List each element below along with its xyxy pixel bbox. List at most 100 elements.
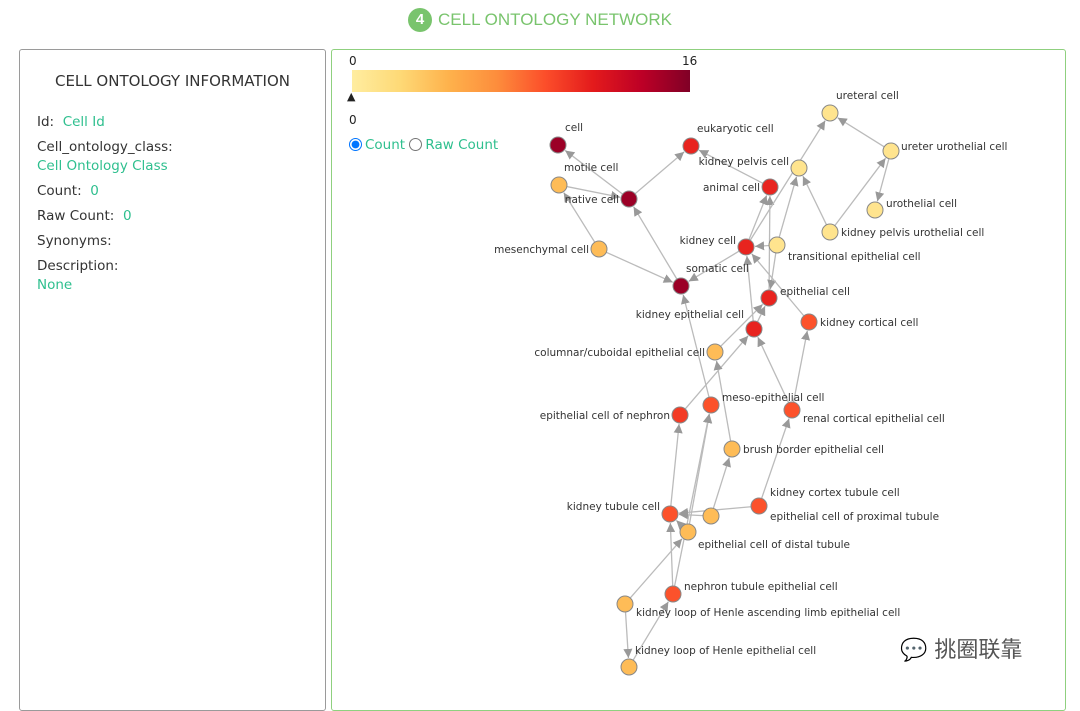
node-label: epithelial cell bbox=[780, 286, 850, 298]
description-label: Description: bbox=[37, 258, 119, 274]
network-edge bbox=[684, 335, 749, 410]
network-node[interactable] bbox=[620, 658, 638, 676]
count-label: Count: bbox=[37, 183, 82, 199]
node-label: kidney pelvis cell bbox=[699, 156, 789, 168]
radio-count-label: Count bbox=[365, 137, 406, 153]
network-node[interactable] bbox=[550, 176, 568, 194]
network-node[interactable] bbox=[620, 190, 638, 208]
network-edge bbox=[670, 423, 683, 507]
network-node[interactable] bbox=[800, 313, 818, 331]
network-edge bbox=[633, 206, 678, 280]
network-edge bbox=[712, 457, 731, 509]
node-label: ureteral cell bbox=[836, 90, 899, 102]
node-label: transitional epithelial cell bbox=[788, 251, 921, 263]
colorbar-max: 16 bbox=[682, 54, 698, 68]
wechat-icon: 💬 bbox=[900, 638, 928, 663]
network-node[interactable] bbox=[790, 159, 808, 177]
colorbar-marker-icon[interactable]: ▲ bbox=[347, 90, 356, 103]
radio-raw-count-label: Raw Count bbox=[425, 137, 499, 153]
info-title: CELL ONTOLOGY INFORMATION bbox=[54, 72, 291, 90]
node-label: epithelial cell of nephron bbox=[540, 410, 670, 422]
network-node[interactable] bbox=[761, 178, 779, 196]
network-edge bbox=[566, 185, 621, 200]
network-edge bbox=[634, 151, 685, 195]
network-edge bbox=[675, 519, 687, 531]
network-node[interactable] bbox=[750, 497, 768, 515]
network-node[interactable] bbox=[821, 104, 839, 122]
node-label: columnar/cuboidal epithelial cell bbox=[534, 347, 705, 359]
node-label: motile cell bbox=[564, 162, 618, 174]
network-node[interactable] bbox=[783, 401, 801, 419]
radio-count-input[interactable] bbox=[349, 138, 362, 151]
node-label: ureter urothelial cell bbox=[901, 141, 1007, 153]
network-node[interactable] bbox=[616, 595, 634, 613]
network-edge bbox=[629, 538, 683, 599]
network-edge bbox=[563, 192, 596, 243]
node-label: kidney cell bbox=[680, 235, 736, 247]
node-label: nephron tubule epithelial cell bbox=[684, 581, 838, 593]
colorbar-marker-value: 0 bbox=[349, 113, 357, 127]
network-edge bbox=[757, 336, 790, 404]
node-label: renal cortical epithelial cell bbox=[803, 413, 945, 425]
network-node[interactable] bbox=[821, 223, 839, 241]
node-label: native cell bbox=[565, 194, 619, 206]
node-label: brush border epithelial cell bbox=[743, 444, 884, 456]
network-node[interactable] bbox=[702, 507, 720, 525]
network-edge bbox=[623, 611, 633, 659]
synonyms-label: Synonyms: bbox=[37, 233, 112, 249]
node-label: meso-epithelial cell bbox=[722, 392, 824, 404]
node-label: epithelial cell of distal tubule bbox=[698, 539, 850, 551]
network-node[interactable] bbox=[706, 343, 724, 361]
node-label: cell bbox=[565, 122, 583, 134]
mode-radio-group: Count Raw Count bbox=[349, 137, 498, 153]
id-label: Id: bbox=[37, 114, 55, 130]
network-edge bbox=[564, 149, 624, 195]
network-edge bbox=[792, 330, 811, 403]
node-label: kidney loop of Henle epithelial cell bbox=[635, 645, 816, 657]
node-label: somatic cell bbox=[686, 263, 749, 275]
network-edge bbox=[802, 175, 828, 226]
cell-ontology-info-panel: CELL ONTOLOGY INFORMATION Id: Cell Id Ce… bbox=[19, 49, 326, 711]
network-node[interactable] bbox=[682, 137, 700, 155]
network-node[interactable] bbox=[737, 238, 755, 256]
network-edge bbox=[760, 418, 791, 499]
network-edge bbox=[688, 250, 740, 282]
network-node[interactable] bbox=[768, 236, 786, 254]
network-node[interactable] bbox=[702, 396, 720, 414]
network-edge bbox=[632, 601, 669, 661]
network-edge bbox=[749, 120, 826, 241]
radio-raw-count-input[interactable] bbox=[409, 138, 423, 151]
network-edge bbox=[767, 252, 777, 290]
network-node[interactable] bbox=[549, 136, 567, 154]
network-edge bbox=[681, 294, 710, 398]
network-node[interactable] bbox=[723, 440, 741, 458]
network-node[interactable] bbox=[671, 406, 689, 424]
network-edge bbox=[778, 176, 799, 238]
node-label: kidney cortex tubule cell bbox=[770, 487, 900, 499]
network-edge bbox=[837, 117, 885, 148]
network-edge bbox=[875, 158, 890, 202]
step-badge: 4 bbox=[408, 8, 433, 32]
node-label: mesenchymal cell bbox=[494, 244, 589, 256]
watermark-text: 挑圈联靠 bbox=[934, 638, 1023, 663]
network-edge bbox=[834, 157, 887, 227]
radio-count[interactable]: Count bbox=[349, 137, 405, 153]
network-node[interactable] bbox=[661, 505, 679, 523]
network-node[interactable] bbox=[866, 201, 884, 219]
id-row: Id: Cell Id bbox=[37, 114, 325, 130]
raw-count-label: Raw Count: bbox=[37, 208, 115, 224]
network-node[interactable] bbox=[672, 277, 690, 295]
node-label: kidney epithelial cell bbox=[636, 309, 744, 321]
network-node[interactable] bbox=[664, 585, 682, 603]
network-node[interactable] bbox=[882, 142, 900, 160]
network-node[interactable] bbox=[590, 240, 608, 258]
network-edge bbox=[698, 149, 764, 184]
network-node[interactable] bbox=[745, 320, 763, 338]
network-graph[interactable]: cell eukaryotic cell motile cell native cel… bbox=[0, 0, 1080, 695]
network-node[interactable] bbox=[760, 289, 778, 307]
id-value: Cell Id bbox=[62, 114, 105, 130]
raw-count-value: 0 bbox=[122, 208, 132, 224]
radio-raw-count[interactable]: Raw Count bbox=[409, 137, 498, 153]
network-edge bbox=[754, 241, 770, 251]
network-node[interactable] bbox=[679, 523, 697, 541]
